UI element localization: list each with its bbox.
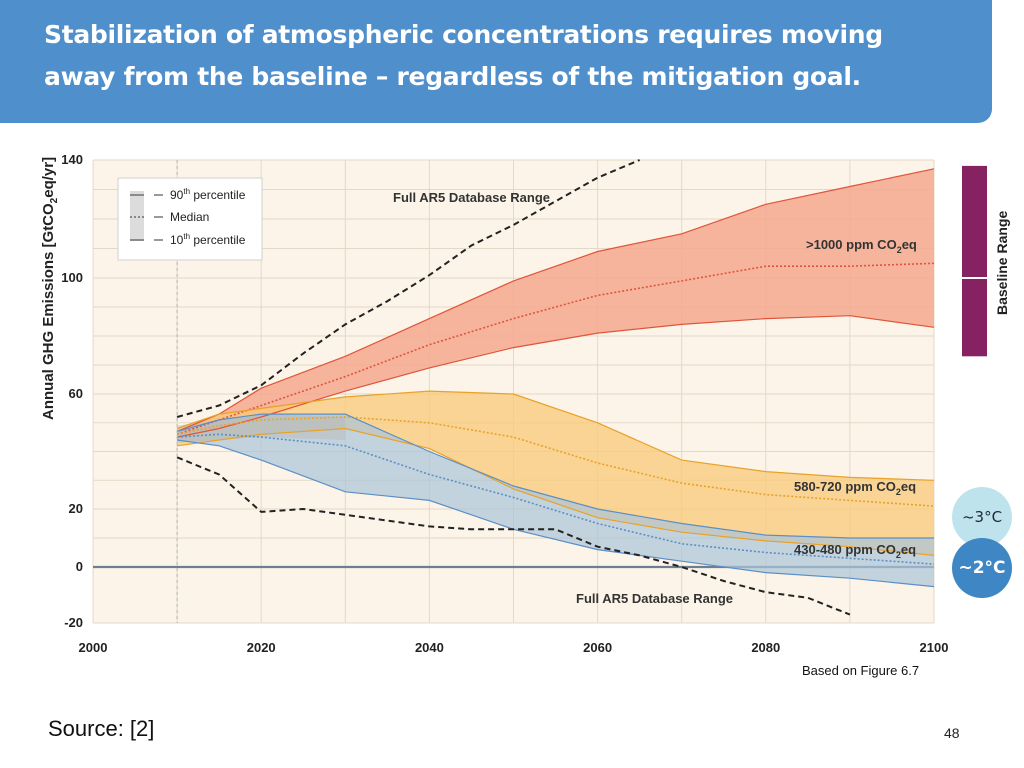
page-number: 48 (944, 725, 960, 741)
band-low (177, 414, 935, 587)
legend-p90-label: 90th percentile (170, 187, 246, 202)
x-tick-label: 2060 (583, 640, 612, 655)
baseline-range: Baseline Range (962, 165, 1010, 357)
series-label-high: >1000 ppm CO2eq (806, 237, 917, 255)
p10-line-high (176, 315, 935, 438)
median-line-low (177, 433, 935, 565)
temperature-badge-2c: ~2°C (952, 538, 1012, 598)
y-tick-label: 20 (69, 501, 83, 516)
legend: 90th percentile Median 10th percentile (117, 177, 263, 261)
scenario-bands (177, 168, 935, 587)
band-high (177, 168, 935, 438)
series-label-mid: 580-720 ppm CO2eq (794, 479, 916, 497)
y-tick-label: 60 (69, 386, 83, 401)
temperature-badge-3c: ~3°C (952, 487, 1012, 547)
p90-line-low (176, 413, 934, 539)
range-label-top: Full AR5 Database Range (393, 190, 550, 205)
baseline-range-label: Baseline Range (994, 211, 1010, 315)
y-axis-label: Annual GHG Emissions [GtCO2eq/yr] (40, 157, 60, 420)
historic-band (177, 414, 346, 443)
y-tick-label: -20 (64, 615, 83, 630)
figure-note: Based on Figure 6.7 (802, 663, 920, 678)
legend-swatch-band (130, 191, 144, 241)
p90-line-mid (176, 390, 935, 481)
x-tick-label: 2040 (415, 640, 444, 655)
y-tick-label: 0 (76, 559, 83, 574)
median-line-high (176, 262, 935, 436)
scenario-lines (176, 159, 935, 616)
full-range-upper-line (176, 159, 640, 418)
p10-line-mid (177, 427, 935, 556)
y-tick-label: 140 (61, 152, 83, 167)
x-tick-label: 2020 (247, 640, 276, 655)
slide-title-line-2: away from the baseline – regardless of t… (44, 62, 861, 91)
baseline-range-bar (962, 165, 987, 357)
y-tick-label: 100 (61, 270, 83, 285)
range-label-bottom: Full AR5 Database Range (576, 591, 733, 606)
full-range-lower-line (176, 456, 851, 616)
slide-title-line-1: Stabilization of atmospheric concentrati… (44, 20, 883, 49)
emissions-chart: -20 0 20 60 100 140 2000 2020 2040 2060 … (40, 152, 1010, 655)
x-tick-label: 2100 (920, 640, 949, 655)
x-tick-label: 2080 (751, 640, 780, 655)
series-label-low: 430-480 ppm CO2eq (794, 542, 916, 560)
x-tick-label: 2000 (79, 640, 108, 655)
legend-p10-label: 10th percentile (170, 232, 246, 247)
source-label: Source: [2] (48, 716, 155, 741)
legend-median-label: Median (170, 210, 209, 224)
p90-line-high (176, 168, 935, 432)
title-banner: Stabilization of atmospheric concentrati… (0, 0, 992, 123)
